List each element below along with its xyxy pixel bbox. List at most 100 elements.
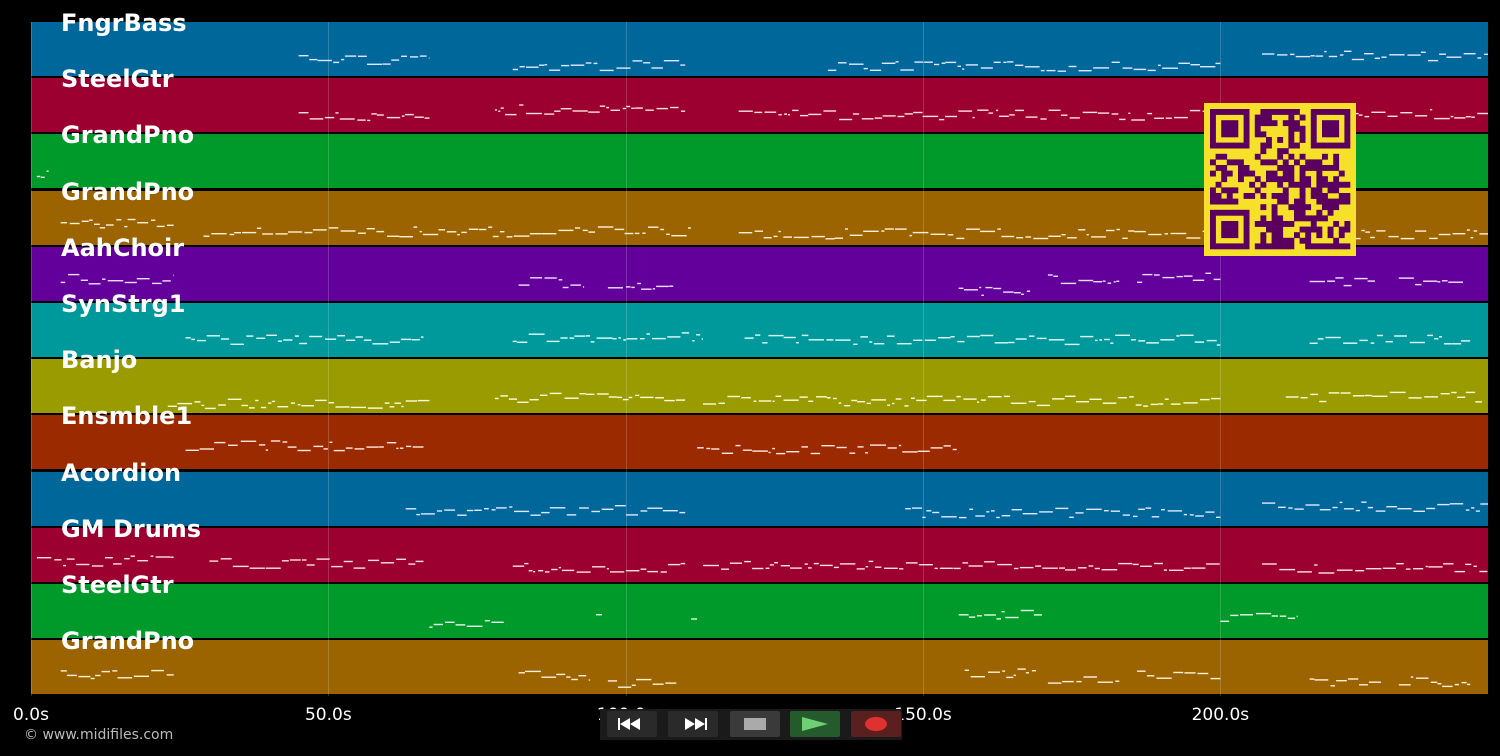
track-lane[interactable]: Banjo	[31, 346, 1488, 413]
midi-note	[917, 450, 930, 452]
track-lane[interactable]: FngrBass	[31, 9, 1488, 76]
midi-note	[1394, 335, 1407, 337]
midi-note	[333, 449, 345, 452]
rewind-button[interactable]	[607, 711, 657, 737]
midi-note	[1367, 506, 1373, 509]
midi-note	[127, 218, 136, 221]
midi-note	[1300, 397, 1308, 399]
midi-note	[411, 339, 420, 341]
track-lane[interactable]: Ensmble1	[31, 402, 1488, 469]
midi-note	[660, 228, 665, 231]
midi-note	[593, 62, 598, 65]
midi-note	[1133, 515, 1138, 518]
midi-note	[1262, 563, 1277, 565]
midi-note	[758, 400, 772, 402]
track-lane[interactable]: AahChoir	[31, 234, 1488, 301]
midi-note	[614, 505, 626, 507]
midi-note	[924, 339, 936, 341]
midi-note	[1117, 397, 1127, 399]
midi-note	[886, 335, 895, 337]
midi-note	[1183, 275, 1193, 277]
midi-note	[1310, 55, 1315, 57]
midi-note	[1452, 233, 1466, 235]
midi-note	[541, 676, 557, 678]
midi-note	[1446, 56, 1462, 58]
midi-note	[413, 226, 418, 228]
midi-note	[735, 444, 741, 447]
midi-note	[90, 677, 95, 680]
midi-note	[337, 335, 345, 337]
midi-note	[530, 277, 543, 279]
stop-button[interactable]	[730, 711, 780, 737]
midi-note	[1064, 343, 1080, 346]
midi-note	[1454, 570, 1465, 573]
midi-note	[871, 399, 886, 401]
midi-note	[549, 392, 562, 395]
midi-note	[1147, 69, 1156, 72]
midi-note	[922, 516, 926, 519]
midi-note	[993, 61, 1001, 63]
midi-note	[835, 339, 851, 341]
midi-note	[1426, 507, 1436, 510]
midi-note	[950, 336, 955, 338]
midi-note	[902, 451, 918, 453]
midi-note	[826, 397, 831, 399]
track-lane[interactable]: GM Drums	[31, 515, 1488, 582]
midi-note	[1343, 342, 1358, 344]
midi-note	[636, 678, 652, 681]
midi-note	[980, 230, 996, 233]
midi-note	[309, 118, 324, 120]
midi-note	[1145, 507, 1152, 509]
midi-note	[152, 282, 162, 285]
midi-note	[1001, 611, 1005, 613]
midi-note	[1398, 684, 1411, 686]
midi-note	[561, 64, 570, 67]
midi-note	[528, 570, 533, 572]
midi-note	[1317, 338, 1324, 340]
midi-note	[1216, 516, 1221, 518]
midi-note	[1479, 233, 1488, 235]
track-lane[interactable]: SteelGtr	[31, 571, 1488, 638]
fast-forward-button[interactable]	[668, 711, 718, 737]
midi-note	[419, 230, 422, 233]
midi-note	[81, 220, 89, 222]
midi-note	[1028, 400, 1036, 403]
midi-note	[1437, 503, 1450, 506]
midi-note	[957, 340, 965, 343]
midi-note	[997, 228, 1001, 230]
midi-note	[1205, 511, 1215, 513]
midi-note	[1008, 341, 1015, 344]
play-button[interactable]	[790, 711, 840, 737]
rewind-icon	[618, 718, 640, 730]
midi-note	[1164, 233, 1168, 235]
midi-note	[1122, 67, 1133, 69]
midi-note	[315, 399, 327, 402]
midi-note	[1007, 61, 1014, 63]
midi-note	[94, 223, 100, 225]
midi-note	[249, 407, 255, 409]
midi-note	[1156, 677, 1172, 679]
midi-note	[519, 66, 525, 68]
midi-note	[1015, 338, 1027, 340]
midi-note	[1021, 293, 1024, 295]
midi-note	[1296, 615, 1298, 618]
midi-note	[930, 447, 943, 449]
midi-note	[484, 508, 489, 510]
midi-note	[428, 57, 430, 59]
midi-note	[170, 556, 174, 558]
midi-note	[703, 564, 719, 567]
midi-note	[1430, 681, 1438, 683]
midi-note	[970, 676, 985, 678]
midi-note	[1410, 676, 1414, 678]
midi-note	[112, 670, 118, 672]
track-lane[interactable]: Acordion	[31, 459, 1488, 526]
midi-note	[36, 557, 52, 559]
midi-note	[1348, 678, 1359, 680]
midi-note	[1142, 273, 1153, 276]
fast-forward-icon	[685, 718, 707, 730]
midi-note	[980, 399, 986, 401]
track-lane[interactable]: GrandPno	[31, 627, 1488, 694]
track-lane[interactable]: SynStrg1	[31, 290, 1488, 357]
midi-note	[541, 511, 550, 514]
record-button[interactable]	[851, 711, 901, 737]
